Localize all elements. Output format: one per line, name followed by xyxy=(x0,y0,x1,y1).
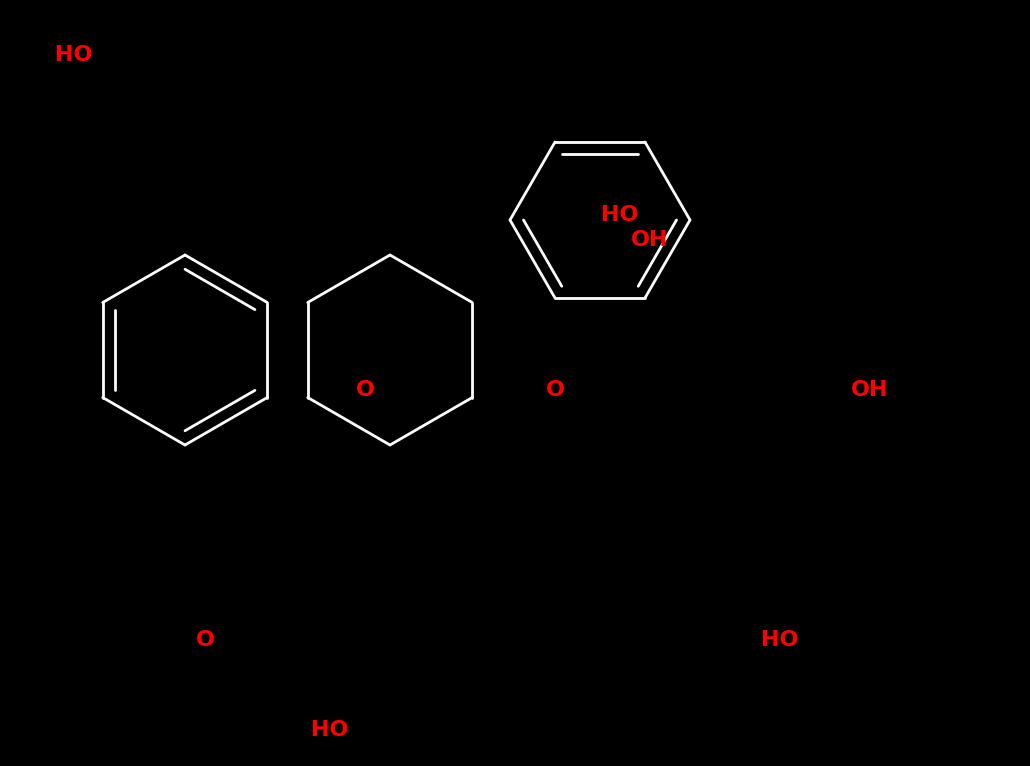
Text: OH: OH xyxy=(631,230,668,250)
Text: O: O xyxy=(196,630,214,650)
Text: O: O xyxy=(546,380,564,400)
Text: HO: HO xyxy=(311,720,349,740)
Text: O: O xyxy=(355,380,375,400)
Text: HO: HO xyxy=(761,630,798,650)
Text: HO: HO xyxy=(55,45,93,65)
Text: HO: HO xyxy=(602,205,639,225)
Text: OH: OH xyxy=(851,380,889,400)
